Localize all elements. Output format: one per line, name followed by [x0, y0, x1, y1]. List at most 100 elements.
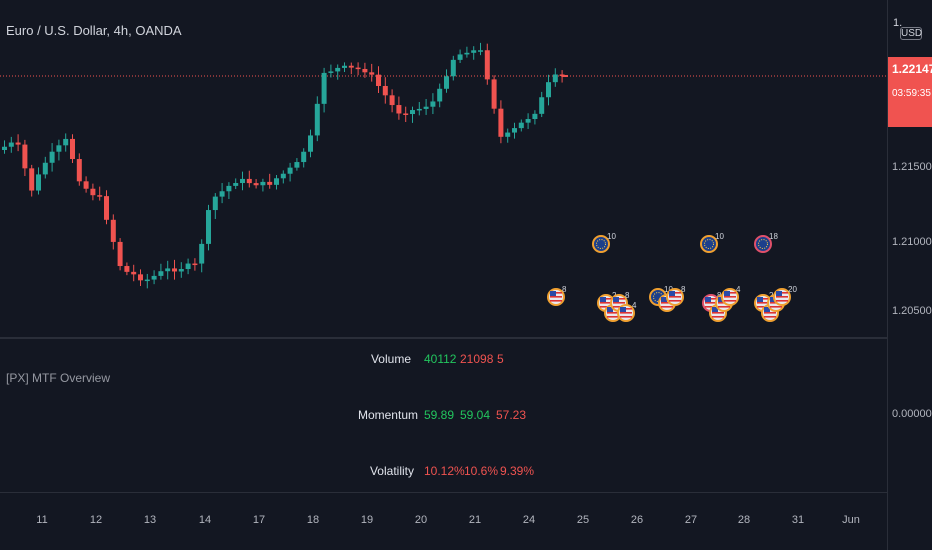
candle-body	[151, 275, 157, 280]
us-flag-event-icon[interactable]: 8	[666, 285, 686, 306]
candle-body	[267, 181, 273, 185]
volatility-value-1: 10.12%	[424, 464, 465, 478]
candle-body	[70, 138, 75, 160]
pane-separator[interactable]	[0, 337, 888, 339]
candle-body	[491, 79, 497, 109]
candle-body	[518, 122, 524, 129]
currency-button[interactable]: USD	[900, 27, 923, 40]
candle-body	[212, 196, 218, 211]
candle-body	[172, 268, 177, 272]
candle-body	[56, 145, 62, 152]
indicator-title[interactable]: [PX] MTF Overview	[6, 371, 111, 385]
svg-text:8: 8	[681, 285, 686, 294]
candle-body	[260, 181, 266, 186]
candle-body	[382, 85, 388, 96]
volume-value-2: 21098	[460, 352, 494, 366]
candle-body	[457, 54, 463, 60]
eu-flag-event-icon[interactable]: 10	[592, 232, 616, 253]
svg-text:8: 8	[625, 291, 630, 300]
us-flag-event-icon[interactable]: 4	[617, 301, 637, 322]
time-axis-separator	[0, 492, 888, 493]
time-axis-label: 14	[198, 514, 212, 526]
candle-body	[342, 65, 347, 68]
candle-body	[484, 50, 490, 80]
svg-text:10: 10	[715, 232, 724, 241]
momentum-value-1: 59.89	[424, 408, 455, 422]
candle-body	[335, 67, 341, 72]
volatility-value-2: 10.6%	[464, 464, 499, 478]
candle-body	[430, 101, 436, 107]
candle-body	[410, 110, 415, 115]
table-label-volume: Volume	[370, 352, 411, 366]
candle-body	[206, 210, 211, 244]
time-axis-label: 13	[143, 514, 157, 526]
candle-body	[240, 178, 245, 184]
last-candle	[562, 75, 568, 77]
time-axis-label: 27	[684, 514, 698, 526]
eu-flag-event-icon[interactable]: 18	[754, 232, 778, 253]
candle-body	[8, 142, 14, 147]
candle-body	[437, 88, 443, 102]
svg-text:10: 10	[607, 232, 616, 241]
us-flag-event-icon[interactable]: 20	[773, 285, 797, 306]
candle-body	[287, 167, 293, 174]
candle-body	[124, 266, 130, 272]
time-axis-label: 18	[306, 514, 320, 526]
candle-body	[321, 72, 327, 104]
svg-text:8: 8	[562, 285, 567, 294]
candle-body	[532, 113, 538, 120]
candle-body	[396, 105, 402, 114]
candle-body	[233, 183, 239, 186]
candle-body	[192, 263, 198, 266]
candle-body	[158, 271, 164, 276]
candle-body	[42, 162, 48, 175]
svg-text:4: 4	[632, 301, 637, 310]
candle-body	[15, 142, 21, 145]
candle-body	[546, 82, 551, 98]
candle-body	[274, 178, 279, 185]
price-axis-label: 1.21500	[892, 161, 932, 173]
eu-flag-event-icon[interactable]: 10	[700, 232, 724, 253]
svg-text:18: 18	[769, 232, 778, 241]
candle-body	[22, 144, 28, 169]
candle-body	[450, 59, 456, 77]
candle-body	[444, 76, 449, 89]
candle-body	[110, 219, 116, 242]
candle-body	[525, 119, 531, 123]
candle-body	[138, 274, 143, 281]
time-axis-label: 20	[414, 514, 428, 526]
time-axis-label: 19	[360, 514, 374, 526]
us-flag-event-icon[interactable]: 8	[547, 285, 567, 306]
candle-body	[362, 68, 368, 73]
candle-body	[552, 74, 558, 83]
candle-body	[253, 183, 259, 186]
candle-body	[505, 132, 511, 137]
time-axis-label: Jun	[842, 514, 860, 526]
time-axis-label: 28	[737, 514, 751, 526]
candle-body	[117, 241, 123, 267]
candle-body	[144, 279, 150, 282]
candle-body	[348, 65, 354, 68]
candle-body	[423, 106, 429, 109]
volume-value-3: 5	[497, 352, 504, 366]
price-axis-separator	[887, 0, 888, 550]
volume-value-1: 40112	[424, 352, 457, 366]
current-price: 1.22147	[892, 62, 932, 76]
candle-body	[2, 146, 7, 150]
candle-body	[389, 95, 395, 106]
candle-body	[131, 271, 137, 275]
candle-body	[97, 195, 103, 197]
candle-body	[355, 67, 361, 70]
candle-body	[76, 159, 82, 182]
price-axis-label: 1.21000	[892, 236, 932, 248]
indicator-axis-label: 0.00000	[892, 408, 932, 420]
candle-body	[301, 151, 307, 163]
time-axis-label: 11	[36, 514, 48, 526]
candle-body	[308, 135, 313, 152]
event-markers-group: 810284104810874182220	[547, 232, 797, 322]
us-flag-event-icon[interactable]: 4	[721, 285, 741, 306]
symbol-title[interactable]: Euro / U.S. Dollar, 4h, OANDA	[6, 23, 182, 38]
candle-body	[104, 196, 109, 220]
table-label-volatility: Volatility	[369, 464, 414, 478]
